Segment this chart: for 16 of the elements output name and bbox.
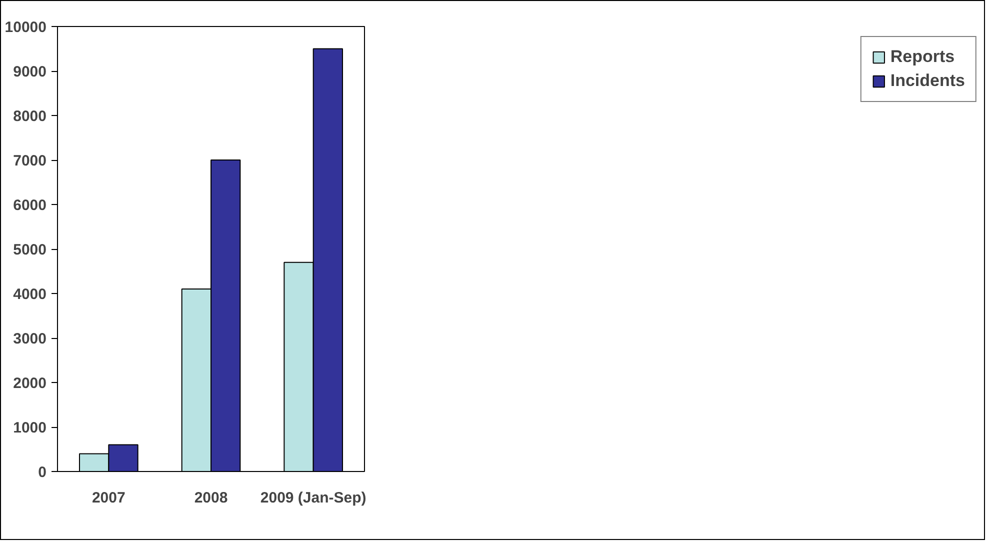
y-tick-label: 7000 [13, 152, 47, 170]
y-tick-label: 2000 [13, 375, 47, 392]
legend-label: Reports [890, 47, 955, 67]
y-tick-label: 1000 [13, 420, 47, 436]
y-tick-label: 4000 [13, 286, 47, 303]
y-tick-label: 5000 [13, 242, 47, 258]
x-tick-label: 2008 [194, 490, 228, 506]
y-tick-label: 8000 [13, 108, 47, 125]
x-tick-label: 2009 (Jan-Sep) [260, 490, 366, 506]
y-tick-label: 6000 [13, 197, 47, 214]
y-tick-label: 0 [38, 464, 46, 481]
y-tick-label: 10000 [4, 19, 47, 36]
y-tick-label: 9000 [13, 64, 47, 80]
x-tick-label: 2007 [92, 490, 126, 506]
y-tick-label: 3000 [13, 330, 47, 348]
legend-label: Incidents [890, 71, 965, 91]
